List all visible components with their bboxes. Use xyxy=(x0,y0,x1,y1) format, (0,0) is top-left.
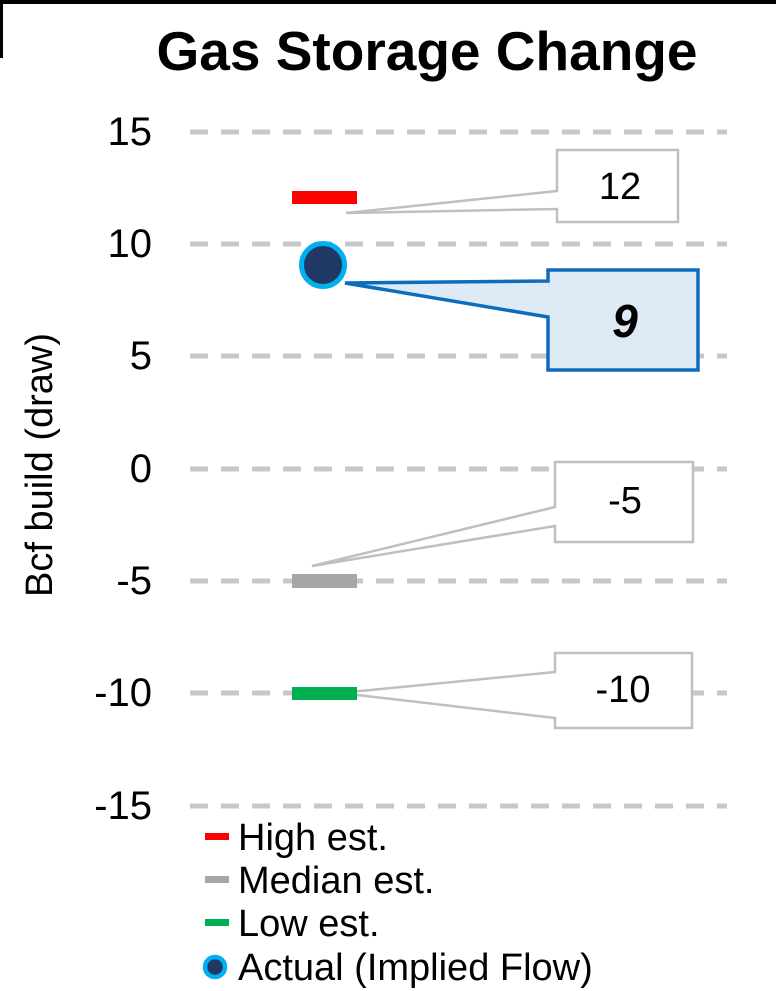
legend-item-actual: Actual (Implied Flow) xyxy=(202,947,593,989)
ytick-neg10: -10 xyxy=(94,671,152,715)
callout-neg5: -5 xyxy=(311,460,695,568)
callout-neg5-box xyxy=(311,460,695,568)
legend-median-est-swatch xyxy=(205,876,229,883)
high-est-marker xyxy=(292,191,357,204)
top-border-line xyxy=(0,0,776,4)
callout-9-label: 9 xyxy=(612,295,638,347)
low-est-marker xyxy=(292,687,357,700)
legend-item-median-est: Median est. xyxy=(205,860,434,902)
data-markers xyxy=(292,191,357,700)
legend-high-est-label: High est. xyxy=(238,817,388,859)
legend-median-est-label: Median est. xyxy=(238,860,434,902)
callout-neg5-label: -5 xyxy=(608,480,642,522)
callout-12-box xyxy=(345,148,680,224)
legend: High est. Median est. Low est. Actual (I… xyxy=(202,817,593,989)
callout-12-label: 12 xyxy=(599,166,641,208)
legend-item-high-est: High est. xyxy=(205,817,388,859)
callout-9-box xyxy=(344,268,700,372)
ytick-neg5: -5 xyxy=(116,559,152,603)
ytick-10: 10 xyxy=(108,222,153,266)
ytick-neg15: -15 xyxy=(94,784,152,828)
legend-item-low-est: Low est. xyxy=(205,903,380,945)
y-axis-ticks: 15 10 5 0 -5 -10 -15 xyxy=(94,110,152,828)
ytick-5: 5 xyxy=(130,334,152,378)
callout-neg10-box xyxy=(339,651,694,730)
ytick-0: 0 xyxy=(130,447,152,491)
callout-neg10: -10 xyxy=(339,651,694,730)
legend-low-est-swatch xyxy=(205,919,229,926)
left-border-line xyxy=(0,0,3,58)
callout-9: 9 xyxy=(344,268,700,372)
callout-12: 12 xyxy=(345,148,680,224)
legend-low-est-label: Low est. xyxy=(238,903,380,945)
y-axis-title: Bcf build (draw) xyxy=(19,333,61,597)
median-est-marker xyxy=(292,574,357,588)
legend-high-est-swatch xyxy=(205,833,229,840)
actual-marker xyxy=(299,241,347,289)
legend-actual-label: Actual (Implied Flow) xyxy=(238,947,593,989)
ytick-15: 15 xyxy=(108,110,153,154)
callout-neg10-label: -10 xyxy=(596,669,651,711)
chart-title: Gas Storage Change xyxy=(157,20,698,82)
legend-actual-swatch xyxy=(202,954,228,980)
